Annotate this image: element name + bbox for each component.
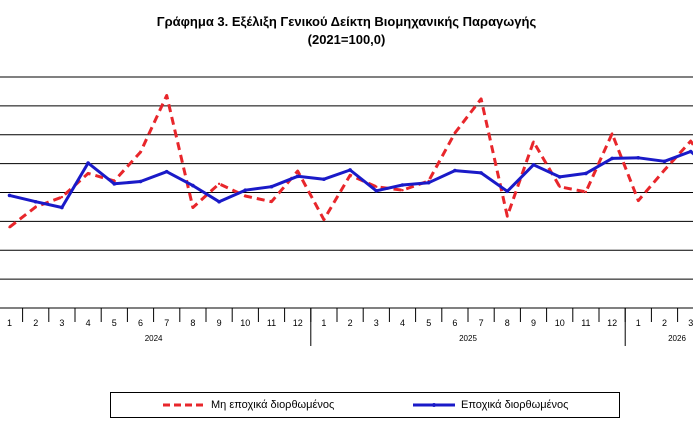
data-point-sa [662,159,667,164]
data-point-sa [505,189,510,194]
x-tick-label: 6 [452,318,457,328]
year-label: 2024 [145,334,163,343]
line-chart: 1234567891011121234567891011121234202420… [0,76,693,346]
data-point-nsa [296,169,299,173]
data-point-nsa [610,132,614,135]
series-line-nsa [8,94,693,229]
data-point-sa [453,168,457,173]
data-point-sa [112,182,117,186]
x-tick-label: 9 [531,318,536,328]
data-point-nsa [34,205,37,209]
legend-label-sa: Εποχικά διορθωμένος [461,399,569,411]
data-point-sa [86,161,90,165]
data-point-nsa [191,206,195,209]
x-tick-label: 2 [33,318,38,328]
data-point-nsa [506,214,509,218]
data-point-sa [295,174,300,179]
data-point-nsa [270,200,273,203]
data-point-nsa [401,188,404,192]
data-point-nsa [165,94,168,97]
data-point-sa [164,169,169,174]
data-point-nsa [244,194,247,198]
x-tick-label: 5 [112,318,117,328]
data-point-nsa [86,172,90,175]
year-label: 2026 [668,334,686,343]
data-point-sa [531,162,536,167]
x-tick-label: 12 [607,318,617,328]
x-tick-label: 12 [293,318,303,328]
data-point-sa [217,199,221,204]
x-tick-label: 10 [555,318,565,328]
data-point-nsa [139,150,142,154]
x-tick-label: 5 [426,318,431,328]
legend-item-sa: Εποχικά διορθωμένος [411,393,611,417]
x-tick-label: 3 [374,318,379,328]
data-point-nsa [8,225,11,229]
x-tick-label: 1 [7,318,12,328]
chart-subtitle: (2021=100,0) [307,32,386,47]
data-point-nsa [375,185,378,188]
data-point-nsa [558,185,561,188]
x-tick-label: 11 [581,318,590,328]
data-point-sa [348,168,352,172]
legend-swatch-sa [413,403,455,407]
series-lines [7,94,693,229]
x-tick-label: 3 [59,318,64,328]
data-point-sa [33,199,38,204]
data-point-sa [138,179,143,184]
x-tick-label: 9 [217,318,222,328]
data-point-sa [610,156,614,161]
x-tick-label: 4 [400,318,405,328]
year-label: 2025 [459,334,477,343]
data-point-sa [374,188,379,193]
x-tick-label: 6 [138,318,143,328]
series-line-sa [9,150,693,209]
data-point-nsa [637,199,640,202]
data-point-nsa [322,218,326,221]
data-point-nsa [663,168,666,172]
data-point-sa [636,156,641,160]
data-point-sa [7,193,12,198]
x-tick-label: 7 [164,318,169,328]
data-point-nsa [60,195,64,199]
data-point-nsa [584,190,588,194]
x-tick-label: 1 [321,318,326,328]
data-point-sa [243,188,248,192]
data-point-nsa [453,131,457,135]
x-tick-label: 3 [688,318,693,328]
chart-title: Γράφημα 3. Εξέλιξη Γενικού Δείκτη Βιομηχ… [156,14,537,29]
data-point-sa [688,149,693,154]
data-point-sa [584,171,588,176]
data-point-sa [479,171,483,175]
data-point-sa [191,183,195,188]
data-point-nsa [479,97,483,101]
x-tick-label: 2 [348,318,353,328]
x-tick-label: 2 [662,318,667,328]
legend: Μη εποχικά διορθωμένος Εποχικά διορθωμέν… [110,392,620,418]
x-tick-label: 7 [479,318,484,328]
data-point-nsa [532,140,535,143]
x-axis: 1234567891011121234567891011121234202420… [0,307,693,346]
legend-label-nsa: Μη εποχικά διορθωμένος [211,399,335,411]
data-point-nsa [689,139,692,143]
legend-swatch-nsa [163,403,205,407]
x-tick-label: 8 [505,318,510,328]
data-point-sa [269,184,274,189]
x-tick-label: 1 [636,318,641,328]
x-tick-label: 4 [86,318,91,328]
gridlines [0,76,693,280]
x-tick-label: 10 [240,318,250,328]
data-point-sa [400,183,405,187]
x-tick-label: 8 [190,318,195,328]
data-point-sa [322,177,326,182]
legend-item-nsa: Μη εποχικά διορθωμένος [161,393,381,417]
data-point-nsa [217,182,221,186]
data-point-sa [557,175,562,179]
data-point-sa [426,180,431,185]
x-tick-label: 11 [267,318,276,328]
data-point-sa [60,205,64,210]
data-point-nsa [348,173,352,177]
